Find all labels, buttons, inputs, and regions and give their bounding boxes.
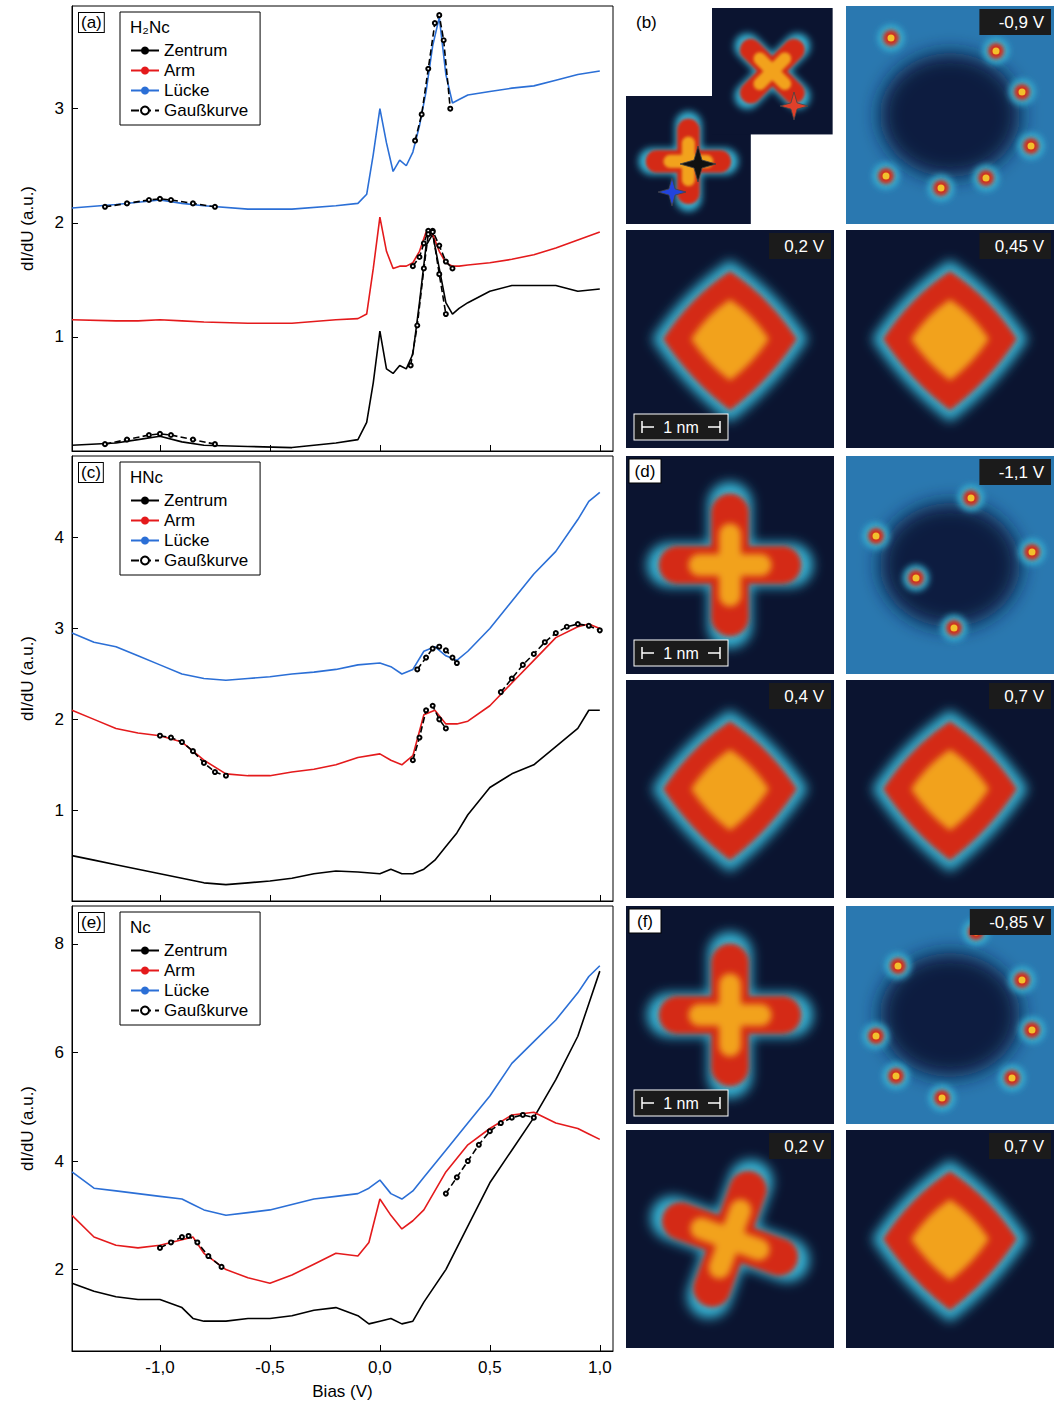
svg-text:1 nm: 1 nm [663, 419, 699, 436]
svg-text:Gaußkurve: Gaußkurve [164, 1001, 248, 1020]
svg-text:Zentrum: Zentrum [164, 41, 227, 60]
svg-text:Gaußkurve: Gaußkurve [164, 551, 248, 570]
svg-text:-0,85 V: -0,85 V [989, 913, 1044, 932]
svg-text:-0,9 V: -0,9 V [999, 13, 1045, 32]
svg-text:4: 4 [55, 528, 64, 547]
svg-text:-0,5: -0,5 [255, 1358, 284, 1377]
svg-text:0,2 V: 0,2 V [784, 237, 824, 256]
svg-text:dI/dU (a.u.): dI/dU (a.u.) [18, 636, 37, 721]
svg-text:Lücke: Lücke [164, 531, 209, 550]
svg-text:Bias (V): Bias (V) [312, 1382, 372, 1401]
svg-text:(d): (d) [635, 462, 656, 481]
svg-text:1 nm: 1 nm [663, 1095, 699, 1112]
svg-text:4: 4 [55, 1152, 64, 1171]
svg-text:0,5: 0,5 [478, 1358, 502, 1377]
svg-text:6: 6 [55, 1043, 64, 1062]
svg-text:-1,0: -1,0 [145, 1358, 174, 1377]
svg-text:Nc: Nc [130, 918, 151, 937]
svg-text:-1,1 V: -1,1 V [999, 463, 1045, 482]
svg-text:dI/dU (a.u.): dI/dU (a.u.) [18, 186, 37, 271]
svg-text:Gaußkurve: Gaußkurve [164, 101, 248, 120]
svg-text:(f): (f) [637, 912, 653, 931]
svg-text:0,45 V: 0,45 V [995, 237, 1045, 256]
svg-text:0,7 V: 0,7 V [1004, 1137, 1044, 1156]
svg-text:Zentrum: Zentrum [164, 941, 227, 960]
svg-text:Arm: Arm [164, 61, 195, 80]
svg-text:HNc: HNc [130, 468, 164, 487]
svg-text:0,7 V: 0,7 V [1004, 687, 1044, 706]
svg-text:2: 2 [55, 1260, 64, 1279]
svg-text:H₂Nc: H₂Nc [130, 18, 170, 37]
svg-text:0,0: 0,0 [368, 1358, 392, 1377]
svg-text:0,4 V: 0,4 V [784, 687, 824, 706]
svg-text:Arm: Arm [164, 511, 195, 530]
svg-text:2: 2 [55, 710, 64, 729]
svg-text:(c): (c) [81, 463, 101, 482]
svg-text:1 nm: 1 nm [663, 645, 699, 662]
svg-text:0,2 V: 0,2 V [784, 1137, 824, 1156]
svg-text:8: 8 [55, 934, 64, 953]
svg-text:1: 1 [55, 801, 64, 820]
svg-text:dI/dU (a.u.): dI/dU (a.u.) [18, 1086, 37, 1171]
svg-text:Lücke: Lücke [164, 981, 209, 1000]
svg-text:Lücke: Lücke [164, 81, 209, 100]
svg-text:3: 3 [55, 619, 64, 638]
svg-text:(e): (e) [81, 913, 102, 932]
svg-text:3: 3 [55, 99, 64, 118]
svg-text:Zentrum: Zentrum [164, 491, 227, 510]
svg-text:2: 2 [55, 213, 64, 232]
svg-text:Arm: Arm [164, 961, 195, 980]
svg-text:1,0: 1,0 [588, 1358, 612, 1377]
svg-text:1: 1 [55, 327, 64, 346]
svg-text:(b): (b) [636, 13, 657, 32]
svg-text:(a): (a) [81, 13, 102, 32]
